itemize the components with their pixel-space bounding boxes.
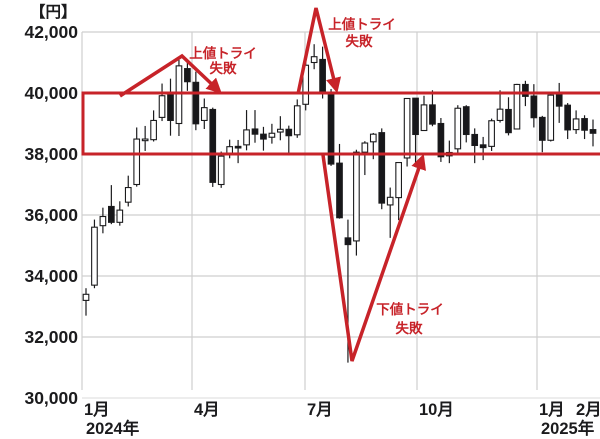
candle-down <box>530 95 538 119</box>
candle-down <box>344 237 352 246</box>
candle-up <box>353 151 360 242</box>
candle-up <box>99 215 107 227</box>
candle-down <box>184 68 191 83</box>
y-tick-label: 42,000 <box>24 22 78 42</box>
candle-up <box>488 120 495 147</box>
lower-try-arrow <box>321 153 426 362</box>
x-tick-label: 7月 <box>307 400 333 419</box>
candle-down <box>260 133 267 140</box>
candle-up <box>175 65 183 125</box>
candle-down <box>234 145 242 149</box>
candle-down <box>522 83 529 97</box>
upper-try-1-label: 失敗 <box>210 60 237 76</box>
candle-series <box>82 44 597 363</box>
candle-down <box>192 81 200 125</box>
x-tick-year-label: 2024年 <box>86 418 140 438</box>
x-tick-label: 1月 <box>84 400 110 419</box>
y-tick-label: 30,000 <box>24 388 78 408</box>
range-box <box>81 91 600 156</box>
candle-up <box>496 108 504 122</box>
candle-down <box>555 94 563 107</box>
candle-up <box>133 138 141 186</box>
candle-up <box>403 97 411 159</box>
candle-up <box>91 226 98 286</box>
candle-up <box>124 187 132 203</box>
candle-down <box>589 129 597 134</box>
candle-up <box>395 161 403 199</box>
candle-up <box>116 209 124 223</box>
candle-down <box>167 93 174 122</box>
candle-up <box>572 118 580 131</box>
y-tick-label: 40,000 <box>24 83 78 103</box>
candle-down <box>564 104 571 131</box>
candle-up <box>547 94 555 141</box>
y-tick-label: 32,000 <box>24 327 78 347</box>
upper-try-2-arrow <box>296 7 342 95</box>
lower-try-label: 下値トライ <box>376 301 444 317</box>
candle-down <box>412 97 419 136</box>
x-tick-label: 4月 <box>194 400 220 419</box>
x-tick-label: 2月 <box>576 400 600 419</box>
candle-down <box>581 118 588 131</box>
candle-up <box>310 56 318 64</box>
upper-try-1-arrow <box>119 53 222 98</box>
x-tick-year-label: 2025年 <box>541 418 595 438</box>
candle-down <box>209 108 217 183</box>
candle-down <box>108 205 115 223</box>
upper-try-2-label: 上値トライ <box>328 16 396 32</box>
candle-down <box>437 122 445 158</box>
candle-down <box>285 128 293 137</box>
y-axis-labels: 42,000 40,000 38,000 36,000 34,000 32,000 30,0… <box>24 22 78 408</box>
y-tick-label: 38,000 <box>24 144 78 164</box>
candle-up <box>361 142 369 153</box>
candle-down <box>538 116 546 141</box>
y-tick-label: 36,000 <box>24 205 78 225</box>
candle-up <box>454 107 462 150</box>
x-tick-label: 1月 <box>539 400 565 419</box>
candle-up <box>243 129 250 146</box>
candle-down <box>505 108 512 134</box>
candle-down <box>319 58 326 92</box>
candle-up <box>293 105 301 136</box>
candle-down <box>462 106 470 136</box>
lower-try-label: 失敗 <box>396 320 423 336</box>
candle-up <box>420 104 428 132</box>
candle-up <box>150 119 157 141</box>
candle-down <box>336 162 343 219</box>
y-tick-label: 34,000 <box>24 266 78 286</box>
candle-up <box>82 293 90 301</box>
upper-try-2-label: 失敗 <box>346 33 373 49</box>
candle-down <box>479 144 487 149</box>
candle-down <box>429 104 436 125</box>
candle-up <box>369 133 377 143</box>
candle-up <box>268 132 276 138</box>
candle-up <box>276 128 284 133</box>
candle-up <box>217 155 225 186</box>
candle-down <box>251 128 259 135</box>
candle-down <box>378 132 386 204</box>
y-axis-unit-label: 【円】 <box>30 3 77 21</box>
candle-up <box>386 196 394 206</box>
trading-range-box <box>81 91 600 156</box>
candle-up <box>158 95 166 118</box>
candle-down <box>471 133 479 147</box>
candle-up <box>200 107 208 121</box>
upper-try-1-label: 上値トライ <box>189 45 257 61</box>
candle-up <box>141 138 149 142</box>
candle-up <box>513 83 521 130</box>
x-tick-label: 10月 <box>419 400 454 419</box>
